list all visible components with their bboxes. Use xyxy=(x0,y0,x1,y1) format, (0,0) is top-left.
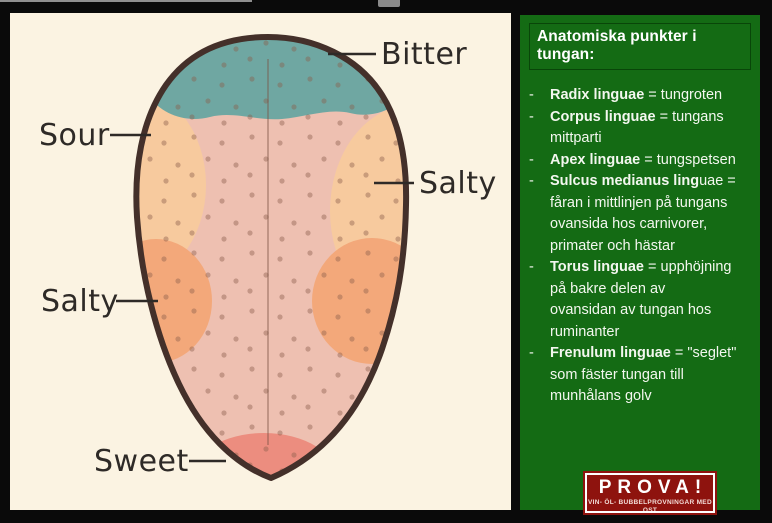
item-dash: - xyxy=(529,108,534,125)
anatomy-list: - Radix linguae = tungroten - Corpus lin… xyxy=(520,85,760,408)
term-text: Corpus linguae xyxy=(550,108,656,125)
item-text: Sulcus medianus linguae = fåran i mittli… xyxy=(550,171,752,257)
panel-title: Anatomiska punkter i tungan: xyxy=(529,23,751,70)
label-sweet: Sweet xyxy=(94,444,189,479)
rest-text: = upphöjning på bakre delen av ovansidan… xyxy=(550,259,732,340)
item-text: Radix linguae = tungroten xyxy=(550,85,752,107)
label-sour: Sour xyxy=(39,118,110,153)
list-item: - Apex linguae = tungspetsen xyxy=(529,150,752,172)
item-text: Torus linguae = upphöjning på bakre dele… xyxy=(550,257,752,343)
rest-text: uae = fåran i mittlinjen på tungans ovan… xyxy=(550,173,736,254)
anatomy-info-panel: Anatomiska punkter i tungan: - Radix lin… xyxy=(520,15,760,510)
item-text: Frenulum linguae = "seglet" som fäster t… xyxy=(550,343,752,408)
list-item: - Sulcus medianus linguae = fåran i mitt… xyxy=(529,171,752,257)
window-top-notch xyxy=(378,0,400,7)
logo-subtitle: VIN- ÖL- BUBBELPROVNINGAR MED OST xyxy=(588,499,712,513)
item-dash: - xyxy=(529,151,534,168)
label-salty-left: Salty xyxy=(41,284,119,319)
tongue-diagram-panel: Bitter Sour Salty Salty Sweet xyxy=(10,13,511,510)
list-item: - Frenulum linguae = "seglet" som fäster… xyxy=(529,343,752,408)
item-text: Apex linguae = tungspetsen xyxy=(550,150,752,172)
list-item: - Corpus linguae = tungans mittparti xyxy=(529,107,752,150)
logo-title: PROVA! xyxy=(598,477,708,498)
label-bitter: Bitter xyxy=(381,37,468,72)
item-dash: - xyxy=(529,173,534,189)
item-text: Corpus linguae = tungans mittparti xyxy=(550,107,752,150)
item-dash: - xyxy=(529,345,534,361)
tongue-illustration xyxy=(110,34,414,481)
term-text: Radix linguae xyxy=(550,87,645,103)
window-top-edge xyxy=(0,0,252,2)
term-text: Torus linguae xyxy=(550,259,644,275)
rest-text: = tungroten xyxy=(644,87,723,103)
prova-logo: PROVA! VIN- ÖL- BUBBELPROVNINGAR MED OST xyxy=(585,473,715,513)
item-dash: - xyxy=(529,259,534,275)
rest-text: = "seglet" som fäster tungan till munhål… xyxy=(550,345,737,404)
tongue-outline xyxy=(133,34,410,481)
rest-text: = tungans mittparti xyxy=(550,108,724,147)
term-text: Apex linguae xyxy=(550,151,641,168)
rest-text: = tungspetsen xyxy=(640,151,736,168)
list-item: - Torus linguae = upphöjning på bakre de… xyxy=(529,257,752,343)
term-text: Frenulum linguae xyxy=(550,345,671,361)
label-salty-right: Salty xyxy=(419,166,497,201)
term-text: Sulcus medianus ling xyxy=(550,173,700,189)
item-dash: - xyxy=(529,87,534,103)
list-item: - Radix linguae = tungroten xyxy=(529,85,752,107)
papillae-texture xyxy=(136,37,407,478)
